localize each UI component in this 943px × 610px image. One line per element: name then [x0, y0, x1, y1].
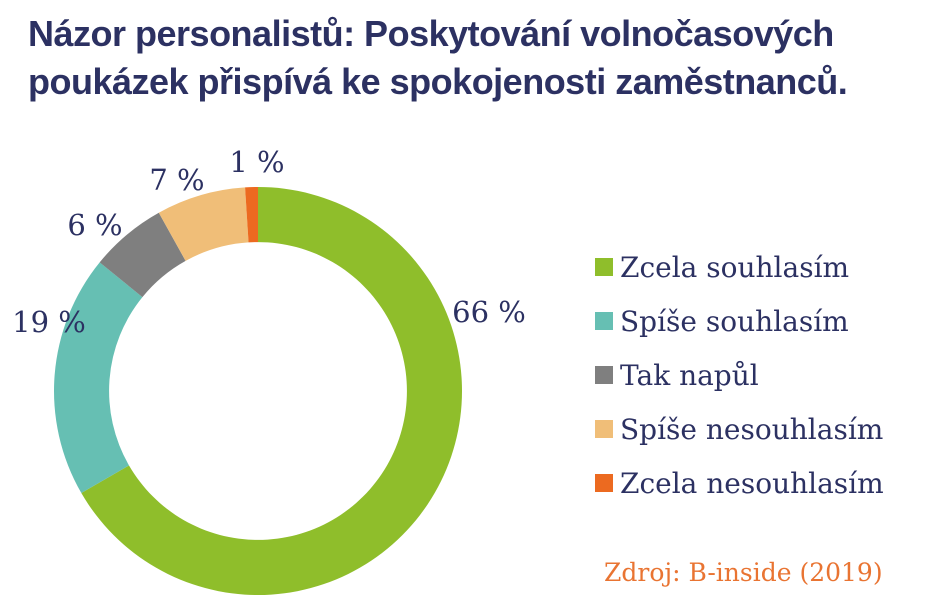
legend-item-zcela-souhlasim: Zcela souhlasím — [595, 240, 884, 294]
slice-value-label-zcela-souhlasim: 66 % — [452, 295, 526, 329]
legend-label: Tak napůl — [620, 358, 759, 392]
slice-value-label-tak-napul: 6 % — [67, 208, 123, 242]
legend-swatch-icon — [595, 258, 613, 276]
legend-label: Spíše souhlasím — [620, 304, 849, 338]
slice-value-label-spise-nesouhlasim: 7 % — [149, 163, 205, 197]
chart-title-line2: poukázek přispívá ke spokojenosti zaměst… — [28, 60, 848, 102]
legend-swatch-icon — [595, 420, 613, 438]
legend-item-spise-nesouhlasim: Spíše nesouhlasím — [595, 402, 884, 456]
donut-chart — [54, 187, 462, 595]
chart-title: Názor personalistů: Poskytování volnočas… — [28, 10, 848, 105]
slice-value-label-zcela-nesouhlasim: 1 % — [229, 145, 285, 179]
legend-label: Spíše nesouhlasím — [620, 412, 884, 446]
donut-slice-0 — [81, 187, 462, 595]
chart-legend: Zcela souhlasím Spíše souhlasím Tak napů… — [595, 240, 884, 510]
legend-item-zcela-nesouhlasim: Zcela nesouhlasím — [595, 456, 884, 510]
slice-value-label-spise-souhlasim: 19 % — [12, 305, 86, 339]
legend-swatch-icon — [595, 366, 613, 384]
donut-slice-2 — [99, 212, 186, 298]
legend-swatch-icon — [595, 312, 613, 330]
donut-slice-4 — [245, 187, 258, 243]
source-note: Zdroj: B-inside (2019) — [604, 558, 883, 587]
legend-item-tak-napul: Tak napůl — [595, 348, 884, 402]
donut-slice-3 — [158, 187, 249, 261]
legend-item-spise-souhlasim: Spíše souhlasím — [595, 294, 884, 348]
chart-title-line1: Názor personalistů: Poskytování volnočas… — [28, 13, 834, 54]
legend-swatch-icon — [595, 474, 613, 492]
legend-label: Zcela souhlasím — [620, 250, 850, 284]
legend-label: Zcela nesouhlasím — [620, 466, 884, 500]
donut-slice-1 — [54, 262, 143, 493]
